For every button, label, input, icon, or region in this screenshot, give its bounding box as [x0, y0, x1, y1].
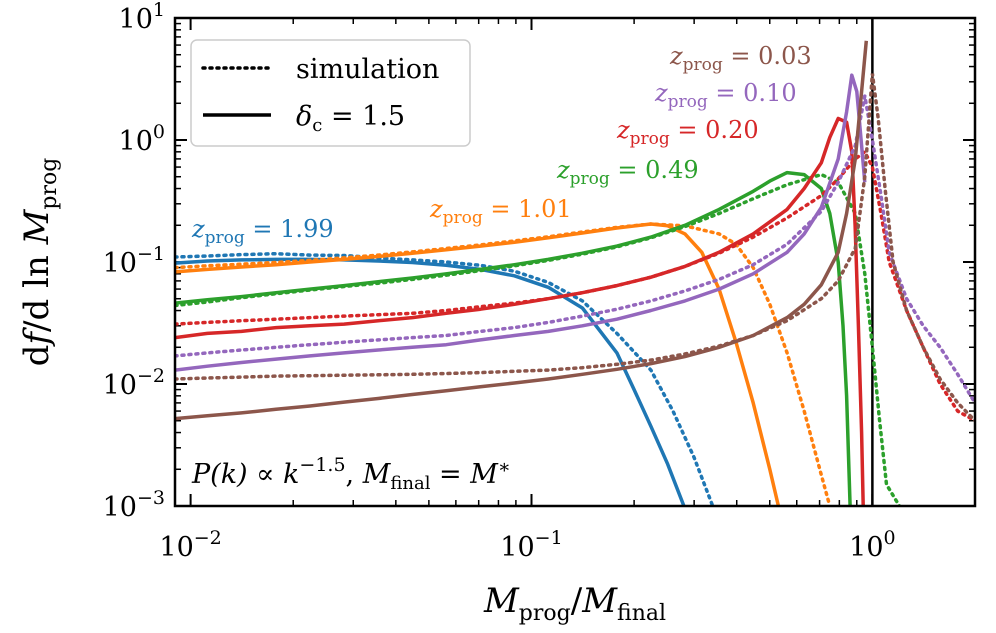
series-solid-3	[175, 116, 865, 506]
y-axis-title: df/d ln Mprog	[17, 158, 62, 367]
x-tick-label: 10−2	[159, 527, 221, 563]
annotation-power-spectrum: P(k) ∝ k−1.5, Mfinal = M∗	[191, 454, 511, 494]
series-label-2: zprog = 0.49	[556, 156, 699, 189]
series-label-0: zprog = 1.99	[191, 215, 334, 248]
series-label-4: zprog = 0.10	[654, 79, 797, 112]
x-axis-title: Mprog/Mfinal	[483, 581, 666, 626]
legend-label-simulation: simulation	[296, 54, 439, 85]
series-dotted-0	[175, 251, 715, 506]
series-labels: zprog = 1.99 zprog = 1.01 zprog = 0.49 zpro…	[191, 42, 812, 248]
x-tick-label: 100	[849, 527, 895, 563]
series-solid-4	[175, 73, 867, 372]
series-solid-5	[175, 40, 869, 421]
plot-frame	[173, 16, 977, 508]
series-solid-2	[175, 170, 852, 506]
y-tick-label: 10−1	[103, 243, 165, 279]
tick-labels: 10−2 10−1 100 10−3 10−2 10−1 100 101	[103, 0, 896, 563]
x-tick-label: 10−1	[500, 527, 562, 563]
series-solid-1	[175, 222, 781, 506]
legend: simulation δc = 1.5	[190, 39, 471, 147]
y-tick-label: 10−2	[103, 365, 165, 401]
series-dotted-3	[175, 149, 975, 423]
series-label-1: zprog = 1.01	[429, 195, 572, 228]
series-group	[175, 18, 975, 506]
series-dotted-4	[175, 95, 975, 405]
series-solid-0	[175, 257, 686, 506]
legend-label-delta-c: δc = 1.5	[296, 101, 405, 136]
y-tick-label: 10−3	[103, 487, 165, 523]
series-label-5: zprog = 0.03	[669, 42, 812, 75]
series-dotted-5	[175, 73, 975, 423]
y-tick-label: 100	[119, 121, 165, 157]
series-label-3: zprog = 0.20	[616, 116, 759, 149]
y-tick-label: 101	[119, 0, 165, 35]
